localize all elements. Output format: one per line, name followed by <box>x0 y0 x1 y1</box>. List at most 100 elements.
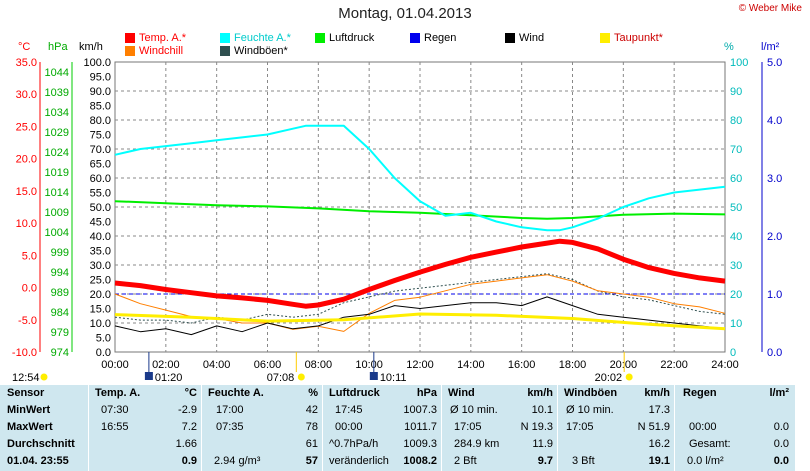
wind-tick-label: 40.0 <box>90 231 111 243</box>
wind-tick-label: 60.0 <box>90 173 111 185</box>
x-tick-label: 18:00 <box>559 359 587 371</box>
temp-unit: °C <box>18 41 31 53</box>
wind-tick-label: 85.0 <box>90 101 111 113</box>
pressure-tick-label: 994 <box>51 267 69 279</box>
wind-tick-label: 30.0 <box>90 260 111 272</box>
wind-tick-label: 20.0 <box>90 289 111 301</box>
x-tick-label: 00:00 <box>101 359 129 371</box>
current-time-label: 12:54 <box>12 372 40 384</box>
pressure-tick-label: 979 <box>51 327 69 339</box>
wind-tick-label: 25.0 <box>90 275 111 287</box>
humidity-tick-label: 60 <box>730 173 742 185</box>
humidity-tick-label: 0 <box>730 347 736 359</box>
copyright-label: © Weber Mike <box>738 3 802 14</box>
temp-tick-label: 15.0 <box>16 186 37 198</box>
wind-tick-label: 10.0 <box>90 318 111 330</box>
sunrise-label: 07:08 <box>267 372 295 384</box>
legend-wind: Wind <box>505 32 544 44</box>
wind-tick-label: 65.0 <box>90 159 111 171</box>
x-tick-label: 02:00 <box>152 359 180 371</box>
temp-tick-label: 30.0 <box>16 89 37 101</box>
x-tick-label: 08:00 <box>305 359 333 371</box>
rain-tick-label: 1.0 <box>767 289 782 301</box>
humidity-tick-label: 70 <box>730 144 742 156</box>
pressure-tick-label: 1024 <box>45 147 69 159</box>
sunset-label: 20:02 <box>595 372 623 384</box>
legend-gusts: Windböen* <box>220 45 288 57</box>
wind-series <box>114 296 726 336</box>
wind-tick-label: 100.0 <box>83 57 111 69</box>
x-tick-label: 10:00 <box>355 359 383 371</box>
temp-tick-label: 25.0 <box>16 121 37 133</box>
x-tick-label: 24:00 <box>711 359 739 371</box>
rain-tick-label: 2.0 <box>767 231 782 243</box>
temp-tick-label: 5.0 <box>22 250 37 262</box>
humidity-unit: % <box>724 41 734 53</box>
legend-pressure: Luftdruck <box>315 32 374 44</box>
legend-windchill: Windchill <box>125 45 183 57</box>
temperature-series <box>114 238 726 309</box>
humidity-series <box>114 124 726 232</box>
rain-unit: l/m² <box>761 41 780 53</box>
temp-tick-label: 35.0 <box>16 57 37 69</box>
humidity-tick-label: 40 <box>730 231 742 243</box>
dewpoint-series <box>114 312 726 331</box>
pressure-tick-label: 984 <box>51 307 69 319</box>
wind-tick-label: 15.0 <box>90 304 111 316</box>
wind-tick-label: 80.0 <box>90 115 111 127</box>
wind-tick-label: 90.0 <box>90 86 111 98</box>
wind-unit: km/h <box>79 41 103 53</box>
x-tick-label: 12:00 <box>406 359 434 371</box>
humidity-tick-label: 50 <box>730 202 742 214</box>
legend-temp: Temp. A.* <box>125 32 186 44</box>
pressure-tick-label: 999 <box>51 247 69 259</box>
stats-col-gusts: Windböen km/h Ø 10 min. 17.3 17:05 N 51.9 1… <box>564 387 670 467</box>
wind-tick-label: 5.0 <box>96 333 111 345</box>
rain-tick-label: 4.0 <box>767 115 782 127</box>
humidity-tick-label: 80 <box>730 115 742 127</box>
pressure-tick-label: 1004 <box>45 227 69 239</box>
humidity-tick-label: 90 <box>730 86 742 98</box>
chart-title: Montag, 01.04.2013 <box>338 5 472 22</box>
stats-col-sensor: Sensor MinWert MaxWert Durchschnitt 01.0… <box>7 387 75 467</box>
x-tick-label: 20:00 <box>610 359 638 371</box>
wind-tick-label: 95.0 <box>90 72 111 84</box>
humidity-tick-label: 10 <box>730 318 742 330</box>
wind-tick-label: 70.0 <box>90 144 111 156</box>
sunset-icon <box>625 373 633 381</box>
wind-tick-label: 75.0 <box>90 130 111 142</box>
stats-col-humidity: Feuchte A.% 17:00 42 07:35 78 61 2.94 g/m³… <box>208 387 318 467</box>
stats-col-rain: Regen l/m² 00:00 0.0 Gesamt: 0.0 0.0 l/m² 0.… <box>683 387 789 467</box>
pressure-tick-label: 1044 <box>45 67 69 79</box>
legend-rain: Regen <box>410 32 456 44</box>
pressure-tick-label: 1039 <box>45 87 69 99</box>
pressure-tick-label: 1029 <box>45 127 69 139</box>
temp-tick-label: 10.0 <box>16 218 37 230</box>
stats-col-temp: Temp. A. °C 07:30 -2.9 16:55 7.2 1.66 0.9 <box>95 387 197 467</box>
wind-tick-label: 35.0 <box>90 246 111 258</box>
wind-tick-label: 45.0 <box>90 217 111 229</box>
stats-col-pressure: Luftdruck hPa 17:45 1007.3 00:00 1011.7 ^0.… <box>329 387 437 467</box>
rain-tick-label: 5.0 <box>767 57 782 69</box>
pressure-tick-label: 974 <box>51 347 69 359</box>
sunrise-icon <box>297 373 305 381</box>
x-tick-label: 14:00 <box>457 359 485 371</box>
rain-tick-label: 3.0 <box>767 173 782 185</box>
stats-table: Sensor MinWert MaxWert Durchschnitt 01.0… <box>0 385 795 471</box>
temp-tick-label: -10.0 <box>12 347 37 359</box>
pressure-tick-label: 1009 <box>45 207 69 219</box>
x-tick-label: 22:00 <box>660 359 688 371</box>
moonset-icon <box>369 372 378 380</box>
pressure-unit: hPa <box>48 41 68 53</box>
pressure-tick-label: 1034 <box>45 107 69 119</box>
weather-chart: 00:00 02:00 04:00 06:00 08:00 10:00 12:00 14:00… <box>12 57 782 384</box>
stats-col-wind: Wind km/h Ø 10 min. 10.1 17:05 N 19.3 284.9… <box>448 387 553 467</box>
pressure-tick-label: 1019 <box>45 167 69 179</box>
rain-tick-label: 0.0 <box>767 347 782 359</box>
wind-tick-label: 50.0 <box>90 202 111 214</box>
wind-tick-label: 0.0 <box>96 347 111 359</box>
pressure-series <box>114 200 726 220</box>
moonrise-label: 01:20 <box>155 372 183 384</box>
x-tick-label: 06:00 <box>254 359 282 371</box>
x-tick-label: 16:00 <box>508 359 536 371</box>
